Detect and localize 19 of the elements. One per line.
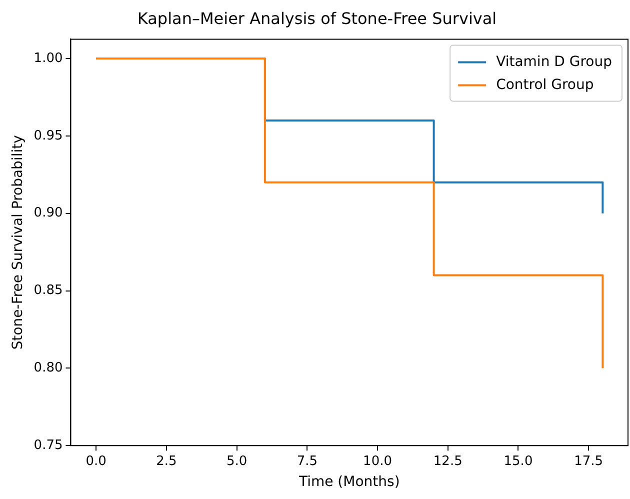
y-tick-label: 0.95	[34, 128, 63, 144]
y-tick-label: 0.85	[34, 283, 63, 298]
legend-label: Control Group	[496, 76, 594, 93]
x-tick-label: 7.5	[296, 454, 318, 469]
y-tick-label: 0.80	[34, 360, 63, 376]
y-tick-label: 0.75	[34, 438, 63, 453]
x-tick-label: 17.5	[574, 454, 604, 469]
x-tick-label: 5.0	[226, 454, 248, 469]
y-tick-label: 1.00	[34, 50, 63, 66]
x-tick-label: 2.5	[156, 454, 177, 469]
legend-label: Vitamin D Group	[496, 54, 612, 70]
y-tick-label: 0.90	[34, 206, 63, 221]
x-tick-label: 10.0	[363, 454, 392, 469]
x-tick-label: 15.0	[504, 454, 533, 469]
y-axis-title: Stone-Free Survival Probability	[10, 135, 26, 350]
x-tick-label: 12.5	[433, 454, 462, 469]
x-axis-title: Time (Months)	[298, 474, 400, 490]
chart-title: Kaplan–Meier Analysis of Stone-Free Survival	[137, 8, 497, 28]
x-tick-label: 0.0	[86, 454, 106, 469]
